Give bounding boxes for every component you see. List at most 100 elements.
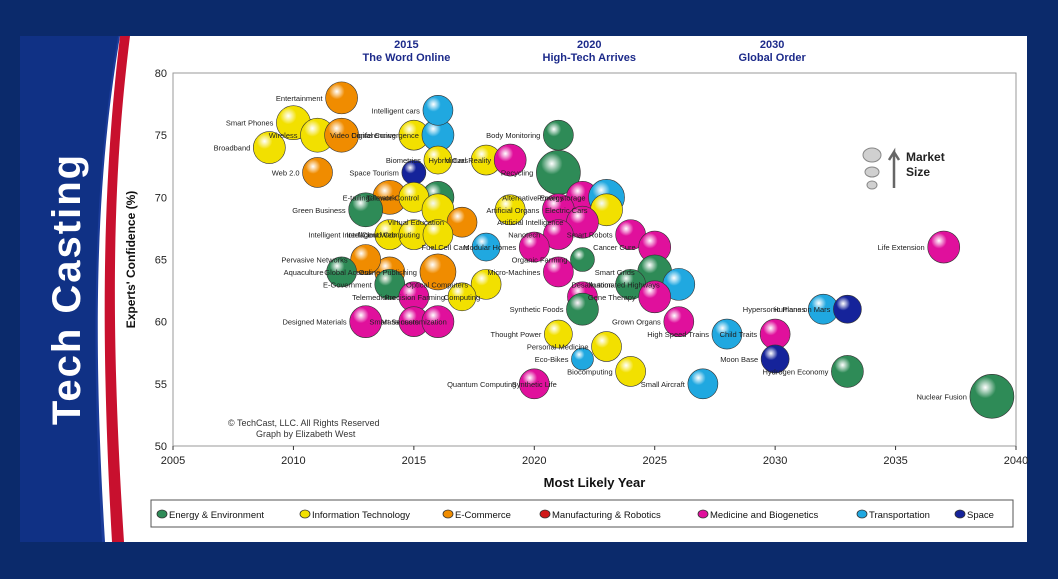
bubble-label: Virtual Reality — [445, 156, 491, 165]
bubble — [494, 194, 526, 226]
bubble-label: E-tailing — [343, 193, 370, 202]
bubble-label: Nuclear Fusion — [916, 392, 966, 401]
bubble-label: Climate Control — [367, 193, 419, 202]
x-axis-label: Most Likely Year — [544, 475, 646, 490]
era-year: 2020 — [577, 39, 601, 51]
bubble-label: Smart Phones — [226, 119, 274, 128]
bubble-label: Personal Medicine — [527, 343, 589, 352]
bubble — [374, 269, 406, 300]
bubble-label: Body Monitoring — [486, 131, 540, 140]
bubble — [663, 306, 695, 337]
legend-box — [150, 499, 1014, 528]
legend-swatch — [299, 509, 311, 519]
bubble — [544, 319, 573, 349]
bubble-label: Telemedicine — [352, 293, 396, 302]
bubble-label: Global Access — [324, 268, 372, 277]
bubble-label: Alternative Energy — [502, 193, 564, 202]
bubble-label: Space Tourism — [349, 168, 398, 177]
size-legend-label-1: Market — [906, 150, 945, 164]
bubble-label: Broadband — [214, 144, 251, 153]
bubble — [470, 269, 502, 300]
bubble-label: High Speed Trains — [647, 330, 709, 339]
bubble-label: Electric Cars — [545, 206, 588, 215]
bubble — [591, 331, 622, 362]
category-legend: Energy & Environment Information Technolo… — [150, 499, 1014, 528]
bubble — [493, 143, 527, 177]
bubble-label: Intelligent Web — [346, 231, 395, 240]
legend-label: Space — [967, 510, 994, 521]
bubble-label: Virtual Education — [387, 218, 444, 227]
y-tick-label: 65 — [155, 255, 167, 267]
bubble-label: Precision Farming — [385, 293, 445, 302]
bubble — [422, 219, 454, 250]
bubble-label: Web 2.0 — [272, 168, 300, 177]
era-label: Global Order — [739, 52, 807, 64]
bubble-label: Intelligent Interface — [308, 231, 371, 240]
bubble-label: Nanotech — [508, 231, 540, 240]
bubble — [471, 232, 501, 262]
legend-label: Transportation — [869, 510, 930, 521]
era-year: 2030 — [760, 39, 784, 51]
bubble-label: Hydrogen Economy — [763, 367, 829, 376]
bubble-label: Artificial Intelligence — [497, 218, 563, 227]
bubble — [833, 294, 862, 324]
bubble-label: Gene Therapy — [588, 293, 636, 302]
x-tick-label: 2025 — [642, 455, 666, 467]
bubble — [419, 253, 457, 291]
y-tick-label: 75 — [155, 130, 167, 142]
legend-label: Energy & Environment — [169, 510, 264, 521]
bubble-label: Child Traits — [720, 330, 758, 339]
bubble-label: Cancer Cure — [593, 243, 636, 252]
legend-swatch — [697, 509, 709, 519]
bubble-label: Wireless — [269, 131, 298, 140]
legend-swatch — [539, 509, 551, 519]
bubble-label: Entertainment — [276, 94, 324, 103]
bubble — [326, 256, 357, 288]
bubble-labels: Entertainment Smart Phones Broadband Wirele… — [214, 94, 967, 401]
legend-swatch — [156, 509, 168, 519]
bubble-label: Synthetic Foods — [510, 305, 564, 314]
y-tick-label: 50 — [155, 441, 167, 453]
bubble — [831, 355, 864, 388]
legend-swatch — [954, 509, 966, 519]
x-tick-label: 2005 — [161, 455, 185, 467]
x-tick-label: 2030 — [763, 455, 787, 467]
bubble-label: Small Aircraft — [641, 380, 686, 389]
bubble-label: Biometrics — [386, 156, 421, 165]
bubble — [325, 81, 358, 115]
sidebar-banner: Tech Casting — [20, 36, 130, 542]
bubble-label: Fuel Cell Cars — [422, 243, 470, 252]
bubble — [566, 292, 599, 326]
bubble-label: Biocomputing — [567, 367, 612, 376]
y-tick-label: 70 — [155, 192, 167, 204]
bubble — [348, 192, 383, 228]
bubble-label: E-Government — [323, 280, 373, 289]
bubble — [615, 356, 646, 387]
bubble — [969, 373, 1015, 419]
era-label: High-Tech Arrives — [543, 52, 637, 64]
bubble-label: Video Conferencing — [330, 131, 396, 140]
bubble — [760, 344, 790, 374]
bubble-label: Power storage — [537, 193, 585, 202]
bubble — [253, 131, 286, 164]
bubble-label: Optical Computers — [406, 280, 468, 289]
y-tick-label: 80 — [155, 68, 167, 80]
bubble-label: Online Publishing — [359, 268, 417, 277]
bubble-label: Designed Materials — [282, 318, 346, 327]
era-label: The Word Online — [363, 52, 451, 64]
bubble — [422, 95, 454, 126]
bubble-label: Mass customization — [381, 318, 447, 327]
bubble — [324, 117, 359, 153]
bubble — [638, 280, 672, 314]
bubble-label: Life Extension — [878, 243, 925, 252]
size-legend-medium-icon — [864, 166, 880, 178]
bubble-label: Hypersonic Planes — [743, 305, 806, 314]
bubble — [302, 157, 333, 188]
legend-swatch — [856, 509, 868, 519]
legend-label: Information Technology — [312, 510, 410, 521]
copyright-line-2: Graph by Elizabeth West — [256, 429, 356, 439]
copyright-line-1: © TechCast, LLC. All Rights Reserved — [228, 418, 380, 428]
bubble-label: Automated Highways — [589, 280, 660, 289]
size-legend-small-icon — [866, 180, 878, 190]
x-tick-label: 2035 — [883, 455, 907, 467]
